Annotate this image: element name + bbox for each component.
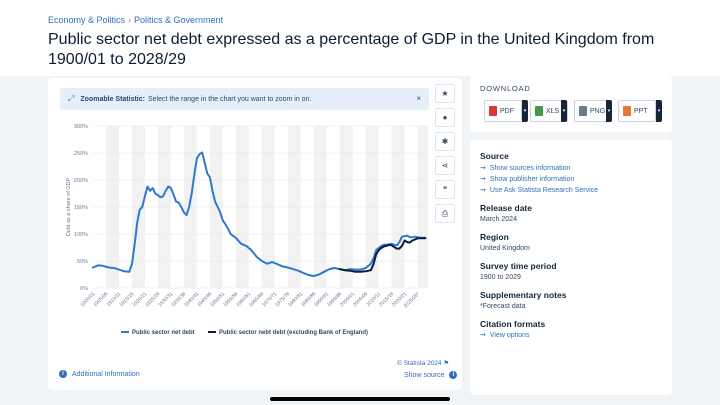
download-ppt-button[interactable]: PPT [618, 100, 656, 122]
zoom-banner: ⤢ Zoomable Statistic: Select the range i… [60, 88, 429, 110]
breadcrumb-economy-politics[interactable]: Economy & Politics [48, 15, 126, 25]
zoom-icon: ⤢ [68, 94, 75, 103]
supplementary-notes-heading: Supplementary notes [480, 290, 567, 300]
flag-icon: ⚑ [443, 360, 450, 367]
pdf-file-icon [489, 106, 497, 116]
ppt-file-icon [623, 106, 631, 116]
breadcrumb: Economy & Politics › Politics & Government [48, 15, 223, 25]
gear-icon[interactable]: ✱ [435, 132, 455, 151]
y-tick-label: 0% [80, 286, 88, 292]
show-sources-label: Show sources information [489, 165, 571, 172]
download-pdf-label: PDF [500, 107, 514, 115]
y-tick-label: 200% [74, 178, 88, 184]
download-xls-button[interactable]: XLS [530, 100, 568, 122]
download-xls-label: XLS [546, 107, 560, 115]
legend-label-2: Public sector nebt debt (excluding Bank … [219, 330, 368, 336]
xls-file-icon [535, 106, 543, 116]
show-source-link[interactable]: Show source i [404, 371, 458, 379]
png-file-icon [579, 106, 587, 116]
arrow-right-icon: ➞ [480, 165, 486, 172]
survey-period-value: 1900 to 2029 [480, 274, 521, 281]
download-png-dropdown[interactable]: ▾ [606, 100, 612, 122]
star-icon[interactable]: ★ [435, 84, 455, 103]
survey-period-heading: Survey time period [480, 261, 557, 271]
ask-statista-label: Use Ask Statista Research Service [489, 187, 599, 194]
show-source-label: Show source [404, 371, 445, 379]
copyright-label: © Statista 2024 [397, 360, 442, 367]
ask-statista-link[interactable]: ➞ Use Ask Statista Research Service [480, 186, 598, 194]
info-icon: i [59, 370, 67, 378]
breadcrumb-politics-government[interactable]: Politics & Government [134, 15, 224, 25]
y-axis-label: Debt as a share of GDP [66, 177, 72, 236]
quote-icon[interactable]: ❝ [435, 180, 455, 199]
page-header: Economy & Politics › Politics & Government… [0, 0, 720, 76]
release-date-heading: Release date [480, 203, 532, 213]
arrow-right-icon: ➞ [480, 176, 486, 183]
arrow-right-icon: ➞ [480, 187, 486, 194]
y-tick-label: 250% [74, 151, 88, 157]
release-date-value: March 2024 [480, 216, 517, 223]
series-line-2 [338, 237, 427, 273]
home-indicator [270, 397, 450, 401]
y-tick-label: 150% [74, 205, 88, 211]
download-xls-dropdown[interactable]: ▾ [561, 100, 567, 122]
download-title: DOWNLOAD [480, 84, 531, 93]
metadata-card [470, 140, 672, 395]
y-tick-label: 300% [74, 124, 88, 130]
show-sources-link[interactable]: ➞ Show sources information [480, 164, 570, 172]
download-ppt-dropdown[interactable]: ▾ [656, 100, 662, 122]
zoom-banner-text: Select the range in the chart you want t… [147, 95, 312, 103]
view-options-link[interactable]: ➞ View options [480, 331, 529, 339]
source-heading: Source [480, 151, 509, 161]
view-options-label: View options [489, 332, 530, 339]
page-title: Public sector net debt expressed as a pe… [48, 31, 655, 68]
show-publisher-label: Show publisher information [489, 176, 575, 183]
y-tick-label: 100% [74, 232, 88, 238]
download-ppt-label: PPT [634, 107, 648, 115]
additional-information-label: Additional Information [72, 370, 140, 378]
arrow-right-icon: ➞ [480, 332, 486, 339]
download-pdf-dropdown[interactable]: ▾ [522, 100, 528, 122]
share-icon[interactable]: ⋖ [435, 156, 455, 175]
region-value: United Kingdom [480, 245, 530, 252]
copyright: © Statista 2024 ⚑ [397, 359, 449, 367]
line-chart[interactable]: 0% 50% 100% 150% 200% 250% 300% Debt as a share… [56, 112, 436, 357]
download-png-label: PNG [590, 107, 606, 115]
chart-toolbar: ★ ● ✱ ⋖ ❝ ⎙ [435, 84, 457, 228]
supplementary-notes-value: *Forecast data [480, 303, 526, 310]
bell-icon[interactable]: ● [435, 108, 455, 127]
additional-information-link[interactable]: i Additional Information [59, 370, 140, 378]
legend-label-1: Public sector net debt [132, 330, 195, 336]
zoom-banner-label: Zoomable Statistic: [80, 95, 145, 103]
show-publisher-link[interactable]: ➞ Show publisher information [480, 175, 574, 183]
citation-formats-heading: Citation formats [480, 319, 546, 329]
close-icon[interactable]: × [416, 94, 421, 103]
series-line-1 [92, 151, 427, 278]
region-heading: Region [480, 232, 509, 242]
breadcrumb-separator: › [128, 15, 132, 25]
print-icon[interactable]: ⎙ [435, 204, 455, 223]
info-icon: i [449, 371, 458, 379]
y-tick-label: 50% [77, 259, 88, 265]
download-pdf-button[interactable]: PDF [484, 100, 522, 122]
